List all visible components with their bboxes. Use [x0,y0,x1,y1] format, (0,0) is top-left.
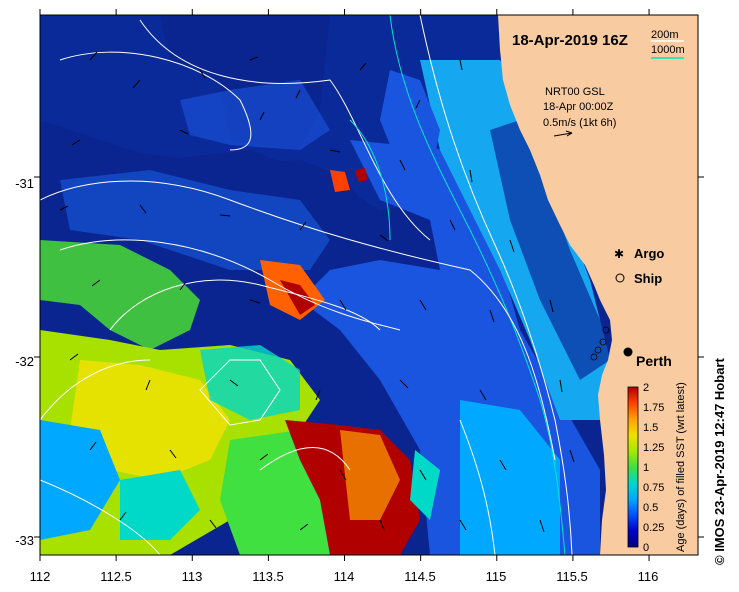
colorbar-tick: 0 [643,542,649,554]
x-tick-label: 114 [334,569,355,584]
current-time-label: 18-Apr 00:00Z [543,101,614,113]
argo-icon: ✱ [614,247,624,261]
contour-1000m [419,15,573,555]
colorbar-title: Age (days) of filled SST (wrt latest) [675,382,687,552]
depth-legend: 200m 1000m [651,29,685,59]
y-tick-label: -31 [15,176,34,191]
x-tick-label: 112.5 [100,569,132,584]
x-tick-label: 114.5 [404,569,436,584]
colorbar-tick: 1.75 [643,402,664,414]
colorbar-tick: 1.5 [643,422,658,434]
argo-label: Argo [634,246,664,261]
colorbar-gradient [627,386,639,548]
current-source-label: NRT00 GSL [545,86,605,98]
colorbar-tick: 0.75 [643,482,664,494]
land-western-australia [498,15,698,555]
y-tick-labels: -31 -32 -33 [15,176,34,548]
x-tick-label: 113 [182,569,203,584]
plot-frame [39,14,699,556]
colorbar-tick: 0.25 [643,522,664,534]
x-tick-labels: 112 112.5 113 113.5 114 114.5 115 115.5 … [30,569,659,584]
colorbar-tick: 1.25 [643,442,664,454]
perth-marker [623,347,633,357]
y-tick-label: -32 [15,354,34,369]
ship-icon [615,273,625,283]
ship-track [590,326,610,361]
current-info: NRT00 GSL 18-Apr 00:00Z 0.5m/s (1kt 6h) [543,86,616,137]
perth-label: Perth [636,353,672,369]
scale-arrow [553,132,573,137]
colorbar: 0 0.25 0.5 0.75 1 1.25 1.5 1.75 2 Age (d… [627,382,687,554]
colorbar-tick: 1 [643,462,649,474]
current-scale-label: 0.5m/s (1kt 6h) [543,117,616,129]
y-tick-label: -33 [15,533,34,548]
ship-label: Ship [634,271,662,286]
contour-200m [389,15,566,555]
x-tick-label: 113.5 [252,569,284,584]
depth-legend-1000m-label: 1000m [651,44,685,56]
depth-legend-200m-label: 200m [651,29,679,41]
map-title: 18-Apr-2019 16Z [512,32,628,49]
bathymetry-contours [40,15,573,555]
x-tick-label: 116 [638,569,659,584]
symbol-legend: ✱ Argo Ship [614,246,664,286]
x-tick-label: 112 [30,569,51,584]
colorbar-tick: 2 [643,382,649,394]
sst-age-field [40,15,610,555]
copyright-credit: © IMOS 23-Apr-2019 12:47 Hobart [712,358,727,565]
axis-ticks [34,9,704,561]
current-vectors [59,51,575,533]
colorbar-tick: 0.5 [643,502,658,514]
x-tick-label: 115.5 [556,569,588,584]
x-tick-label: 115 [486,569,507,584]
